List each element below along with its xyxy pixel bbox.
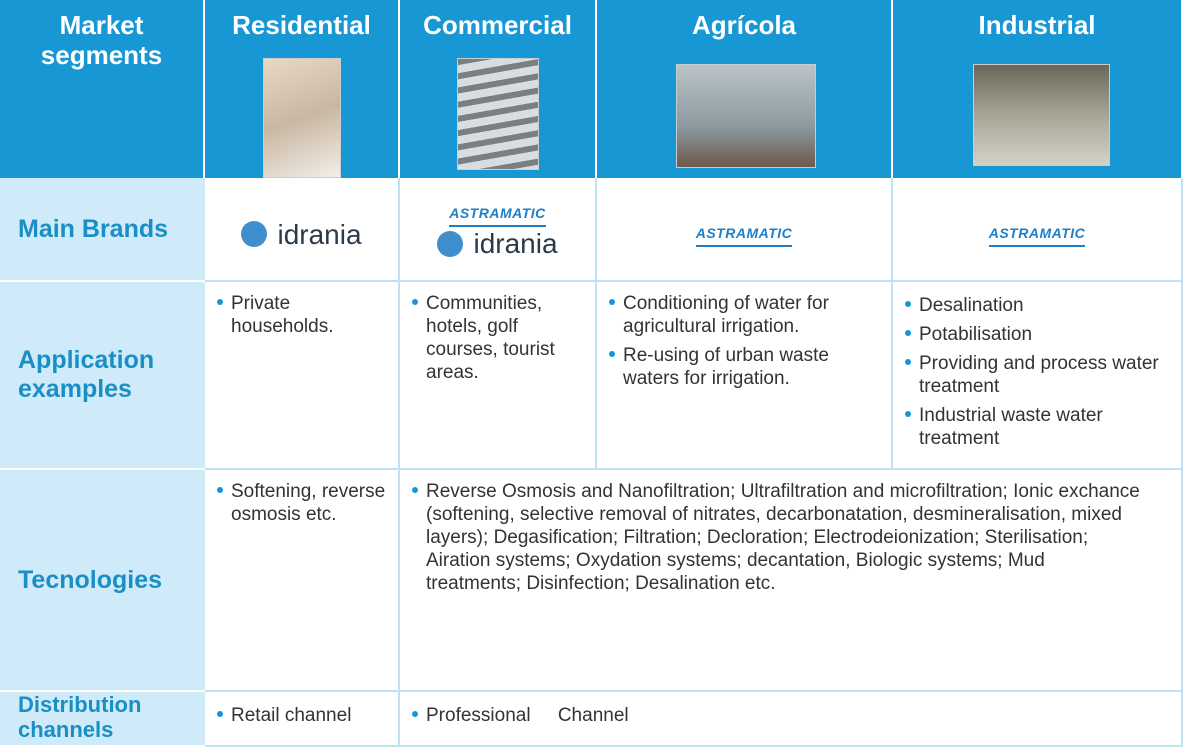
bullet-item: Softening, reverse osmosis etc. [215,480,388,526]
photo [973,64,1110,166]
idrania-logo: idrania [241,218,362,250]
row-label: Tecnologies [0,470,205,692]
brand-name: ASTRAMATIC [695,222,793,247]
bullet-list: Reverse Osmosis and Nanofiltration; Ultr… [410,480,1141,595]
body-cell: Conditioning of water for agricultural i… [597,282,893,470]
brand-name: ASTRAMATIC [449,202,546,227]
bullet-list: Retail channel [215,704,388,727]
header-text: Commercial [423,10,572,40]
body-cell: Private households. [205,282,400,470]
bullet-item: Private households. [215,292,388,338]
bullet-item: Retail channel [215,704,388,727]
bullet-item: Re-using of urban waste waters for irrig… [607,344,881,390]
idrania-logo: idrania [437,228,558,259]
header-cell: Market segments [0,0,205,178]
bullet-list: Desalination Potabilisation Providing and … [903,294,1171,450]
body-cell: Communities, hotels, golf courses, touri… [400,282,597,470]
bullet-item: Professional Channel [410,704,1171,727]
bullet-item: Communities, hotels, golf courses, touri… [410,292,585,384]
bullet-list: Communities, hotels, golf courses, touri… [410,292,585,384]
header-text: Residential [232,10,371,40]
bullet-item: Reverse Osmosis and Nanofiltration; Ultr… [410,480,1141,595]
bullet-list: Conditioning of water for agricultural i… [607,292,881,390]
logo-dot [437,230,464,257]
row-label: Application examples [0,282,205,470]
bullet-item: Industrial waste water treatment [903,404,1171,450]
bullet-item: Conditioning of water for agricultural i… [607,292,881,338]
photo [676,64,816,168]
header-text: Agrícola [691,10,797,40]
brand-name: idrania [277,218,362,250]
bullet-item: Providing and process water treatment [903,352,1171,398]
logo: ASTRAMATIC idrania [410,178,585,280]
brand-cell: idrania [205,178,400,282]
header-cell: Residential [205,0,400,178]
header-cell: Commercial [400,0,597,178]
logo: ASTRAMATIC [903,188,1171,280]
body-cell: Desalination Potabilisation Providing and … [893,282,1183,470]
row-label: Main Brands [0,178,205,282]
brand-name: ASTRAMATIC [988,222,1086,247]
body-cell: Softening, reverse osmosis etc. [205,470,400,692]
header-text: Industrial [978,10,1096,40]
brand-cell: ASTRAMATIC [597,178,893,282]
brand-cell: ASTRAMATIC [893,178,1183,282]
logo: ASTRAMATIC [607,188,881,280]
header-cell: Agrícola [597,0,893,178]
photo [457,58,539,170]
bullet-list: Private households. [215,292,388,338]
header-cell: Industrial [893,0,1183,178]
brand-cell: ASTRAMATIC idrania [400,178,597,282]
bullet-item: Desalination [903,294,1171,317]
logo-dot [241,221,268,247]
brand-name: idrania [473,228,558,259]
row-label: Distribution channels [0,692,205,747]
photo [263,58,341,178]
body-cell: Reverse Osmosis and Nanofiltration; Ultr… [400,470,1183,692]
body-cell: Retail channel [205,692,400,747]
logo: idrania [215,188,388,280]
bullet-item: Potabilisation [903,323,1171,346]
body-cell: Professional Channel [400,692,1183,747]
bullet-list: Softening, reverse osmosis etc. [215,480,388,526]
bullet-list: Professional Channel [410,704,1171,727]
